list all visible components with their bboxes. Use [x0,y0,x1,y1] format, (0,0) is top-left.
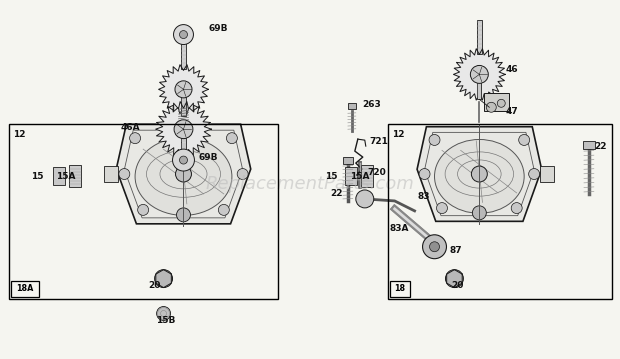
Circle shape [356,190,374,208]
Text: 15A: 15A [350,172,370,181]
Circle shape [130,133,141,144]
Polygon shape [156,102,211,157]
Text: 83: 83 [418,192,430,201]
Text: 47: 47 [505,107,518,116]
Text: 46A: 46A [121,123,140,132]
Polygon shape [159,65,208,114]
Polygon shape [453,49,505,100]
Circle shape [175,81,192,98]
Bar [348,103,356,109]
Polygon shape [417,127,542,222]
Circle shape [430,242,440,252]
Circle shape [471,65,489,83]
Bar [361,165,373,187]
Text: 15: 15 [31,172,43,181]
Text: 12: 12 [13,130,25,139]
Bar [477,81,481,99]
Text: 83A: 83A [390,224,409,233]
Text: 12: 12 [392,130,404,139]
FancyBboxPatch shape [11,281,39,297]
Circle shape [436,202,448,214]
Circle shape [157,307,171,321]
Text: 18A: 18A [16,284,34,293]
Text: 15B: 15B [156,316,175,325]
Circle shape [519,135,529,145]
Text: 87: 87 [450,246,462,255]
Circle shape [529,168,539,180]
Bar [484,93,509,111]
Circle shape [512,202,522,214]
Circle shape [174,25,193,45]
Text: 22: 22 [330,190,342,199]
Bar [181,135,186,154]
Circle shape [218,204,229,215]
Text: 15: 15 [325,172,337,181]
Circle shape [154,270,172,288]
Text: 263: 263 [362,100,381,109]
Circle shape [486,102,496,112]
FancyBboxPatch shape [390,281,410,297]
Bar [181,94,186,116]
Text: 20: 20 [149,281,161,290]
Bar [104,166,118,182]
Circle shape [472,206,486,220]
Text: 15A: 15A [56,172,76,181]
Circle shape [180,156,187,164]
Circle shape [175,166,192,182]
Text: ReplacementParts.com: ReplacementParts.com [206,175,414,193]
Text: 20: 20 [451,281,464,290]
Circle shape [423,235,446,259]
Text: 721: 721 [370,137,389,146]
Circle shape [119,168,130,180]
Circle shape [138,204,149,215]
Circle shape [419,168,430,180]
Circle shape [177,208,190,222]
Text: 69B: 69B [208,24,228,33]
Polygon shape [117,124,250,224]
Circle shape [172,149,195,171]
Bar [477,20,482,55]
Text: 22: 22 [594,142,606,151]
Bar [181,37,186,69]
Circle shape [180,31,187,38]
Circle shape [446,270,463,288]
Circle shape [429,135,440,145]
Bar [388,124,612,299]
Bar [345,167,357,185]
Bar [9,124,278,299]
Bar [53,167,65,185]
Circle shape [497,99,505,107]
Circle shape [226,133,237,144]
Ellipse shape [135,137,232,215]
Ellipse shape [435,140,524,213]
Text: 69B: 69B [198,153,218,162]
Circle shape [237,168,248,180]
Bar [343,157,353,164]
Bar [583,141,595,149]
Text: 18: 18 [394,284,405,293]
Circle shape [174,120,193,139]
Bar [69,165,81,187]
Bar [539,166,554,182]
Text: 46: 46 [505,65,518,74]
Text: 720: 720 [368,168,386,177]
Circle shape [471,166,487,182]
